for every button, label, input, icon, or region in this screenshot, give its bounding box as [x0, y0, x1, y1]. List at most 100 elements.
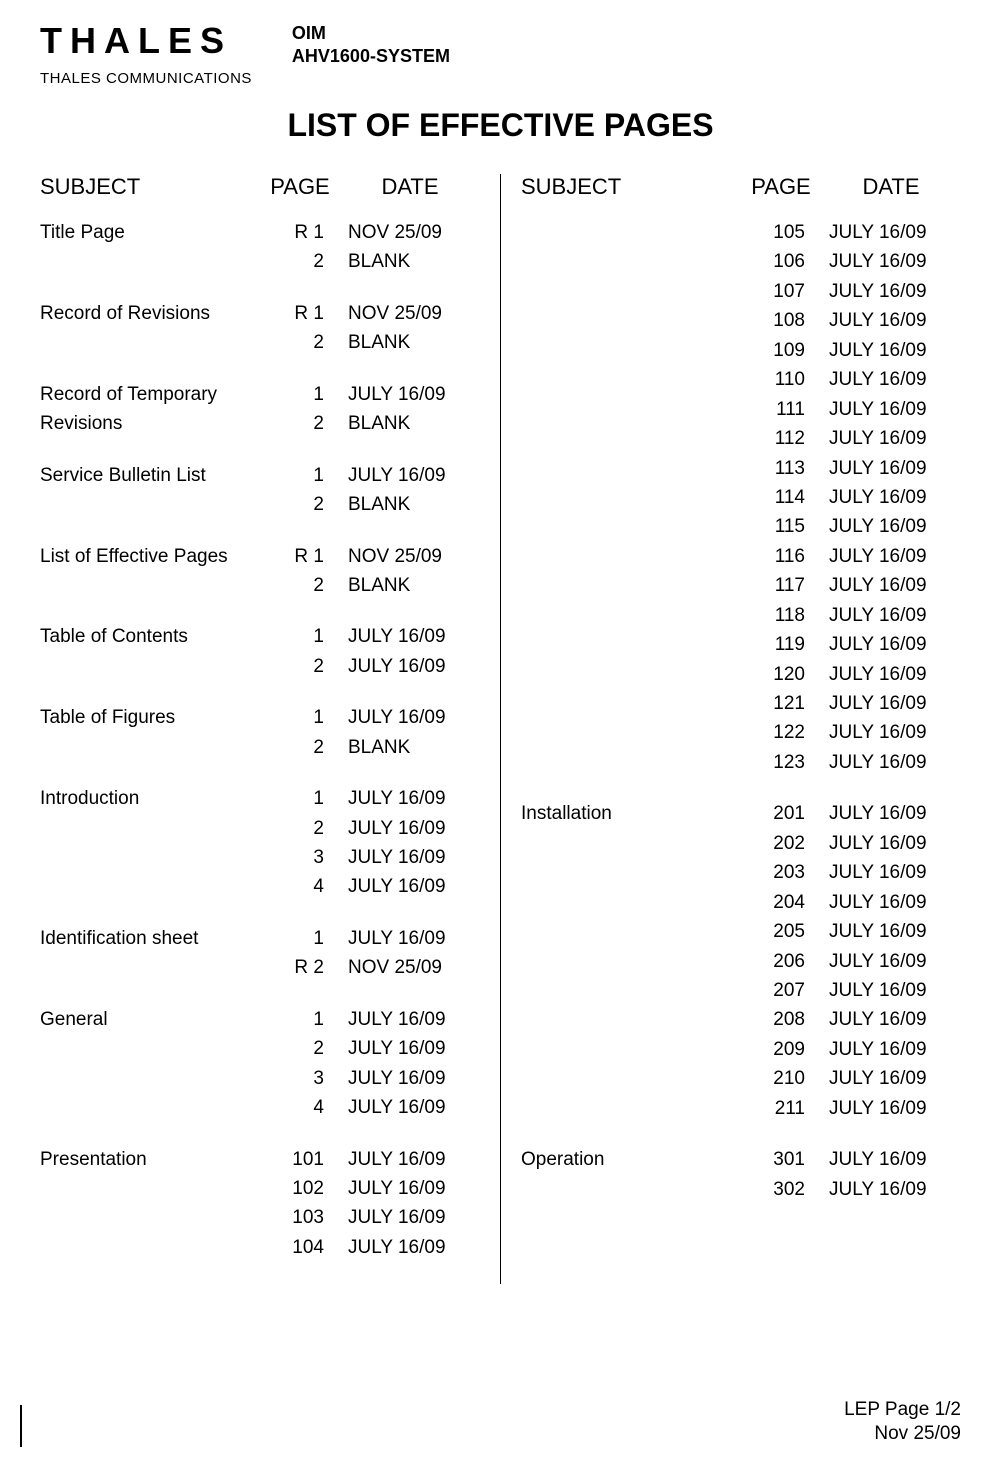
row-date: JULY 16/09 — [821, 218, 961, 247]
row-page: 118 — [741, 601, 821, 630]
row-subject: Table of Figures — [40, 703, 260, 732]
row-subject — [521, 888, 741, 917]
header-date: DATE — [340, 174, 480, 200]
row-subject — [40, 490, 260, 519]
table-row: 210JULY 16/09 — [521, 1064, 961, 1093]
row-date: BLANK — [340, 571, 480, 600]
table-row: Title PageR 1NOV 25/09 — [40, 218, 480, 247]
row-date: JULY 16/09 — [340, 380, 480, 409]
row-page: 105 — [741, 218, 821, 247]
section: Installation201JULY 16/09202JULY 16/0920… — [521, 799, 961, 1123]
row-date: JULY 16/09 — [821, 454, 961, 483]
row-subject: List of Effective Pages — [40, 542, 260, 571]
row-date: JULY 16/09 — [821, 277, 961, 306]
row-page: 116 — [741, 542, 821, 571]
table-row: 3JULY 16/09 — [40, 843, 480, 872]
row-page: 122 — [741, 718, 821, 747]
row-subject — [40, 814, 260, 843]
row-date: JULY 16/09 — [340, 784, 480, 813]
row-subject — [521, 947, 741, 976]
row-page: R 2 — [260, 953, 340, 982]
row-subject: Record of Revisions — [40, 299, 260, 328]
row-subject: Service Bulletin List — [40, 461, 260, 490]
row-date: JULY 16/09 — [821, 976, 961, 1005]
table-row: 302JULY 16/09 — [521, 1175, 961, 1204]
row-page: R 1 — [260, 542, 340, 571]
table-row: 2JULY 16/09 — [40, 652, 480, 681]
row-date: JULY 16/09 — [821, 306, 961, 335]
row-subject: Record of Temporary — [40, 380, 260, 409]
logo-block: THALES THALES COMMUNICATIONS — [40, 20, 252, 87]
section: Identification sheet1JULY 16/09R 2NOV 25… — [40, 924, 480, 983]
row-page: 107 — [741, 277, 821, 306]
row-subject: General — [40, 1005, 260, 1034]
table-row: 120JULY 16/09 — [521, 660, 961, 689]
table-row: 112JULY 16/09 — [521, 424, 961, 453]
row-page: 203 — [741, 858, 821, 887]
table-row: 110JULY 16/09 — [521, 365, 961, 394]
row-date: JULY 16/09 — [821, 512, 961, 541]
revision-bar-icon — [20, 1405, 22, 1447]
row-date: JULY 16/09 — [340, 1174, 480, 1203]
row-page: 2 — [260, 814, 340, 843]
table-row: 119JULY 16/09 — [521, 630, 961, 659]
row-page: 301 — [741, 1145, 821, 1174]
row-subject — [521, 365, 741, 394]
table-row: Record of Temporary1JULY 16/09 — [40, 380, 480, 409]
row-page: 3 — [260, 843, 340, 872]
row-subject — [40, 652, 260, 681]
row-page: 204 — [741, 888, 821, 917]
table-row: 115JULY 16/09 — [521, 512, 961, 541]
row-page: 117 — [741, 571, 821, 600]
table-row: 102JULY 16/09 — [40, 1174, 480, 1203]
row-date: BLANK — [340, 490, 480, 519]
row-date: JULY 16/09 — [821, 888, 961, 917]
row-subject — [40, 1034, 260, 1063]
row-page: 206 — [741, 947, 821, 976]
table-row: 2JULY 16/09 — [40, 814, 480, 843]
row-date: JULY 16/09 — [821, 1035, 961, 1064]
row-subject — [40, 843, 260, 872]
table-row: 2BLANK — [40, 733, 480, 762]
row-page: 104 — [260, 1233, 340, 1262]
row-subject: Operation — [521, 1145, 741, 1174]
page-title: LIST OF EFFECTIVE PAGES — [40, 107, 961, 144]
row-date: JULY 16/09 — [340, 1005, 480, 1034]
section: Title PageR 1NOV 25/092BLANK — [40, 218, 480, 277]
doc-type: OIM — [292, 22, 450, 45]
row-subject: Revisions — [40, 409, 260, 438]
row-subject: Identification sheet — [40, 924, 260, 953]
section: Table of Contents1JULY 16/092JULY 16/09 — [40, 622, 480, 681]
row-page: 1 — [260, 924, 340, 953]
row-date: JULY 16/09 — [821, 395, 961, 424]
row-date: JULY 16/09 — [821, 483, 961, 512]
row-page: 114 — [741, 483, 821, 512]
row-subject — [521, 542, 741, 571]
row-subject — [521, 660, 741, 689]
row-page: 113 — [741, 454, 821, 483]
row-date: BLANK — [340, 409, 480, 438]
row-date: JULY 16/09 — [340, 1203, 480, 1232]
row-date: JULY 16/09 — [340, 703, 480, 732]
table-row: 209JULY 16/09 — [521, 1035, 961, 1064]
table-row: 4JULY 16/09 — [40, 1093, 480, 1122]
table-row: 208JULY 16/09 — [521, 1005, 961, 1034]
row-date: JULY 16/09 — [821, 1005, 961, 1034]
row-date: JULY 16/09 — [821, 542, 961, 571]
table-row: R 2NOV 25/09 — [40, 953, 480, 982]
table-row: Presentation101JULY 16/09 — [40, 1145, 480, 1174]
row-page: 2 — [260, 328, 340, 357]
row-date: NOV 25/09 — [340, 953, 480, 982]
row-subject — [521, 630, 741, 659]
row-subject: Table of Contents — [40, 622, 260, 651]
row-subject — [40, 1203, 260, 1232]
table-row: 117JULY 16/09 — [521, 571, 961, 600]
table-row: Identification sheet1JULY 16/09 — [40, 924, 480, 953]
row-page: 102 — [260, 1174, 340, 1203]
header-page: PAGE — [741, 174, 821, 200]
row-date: JULY 16/09 — [821, 1145, 961, 1174]
row-page: 115 — [741, 512, 821, 541]
row-page: 103 — [260, 1203, 340, 1232]
right-column-header: SUBJECT PAGE DATE — [521, 174, 961, 200]
table-row: 122JULY 16/09 — [521, 718, 961, 747]
